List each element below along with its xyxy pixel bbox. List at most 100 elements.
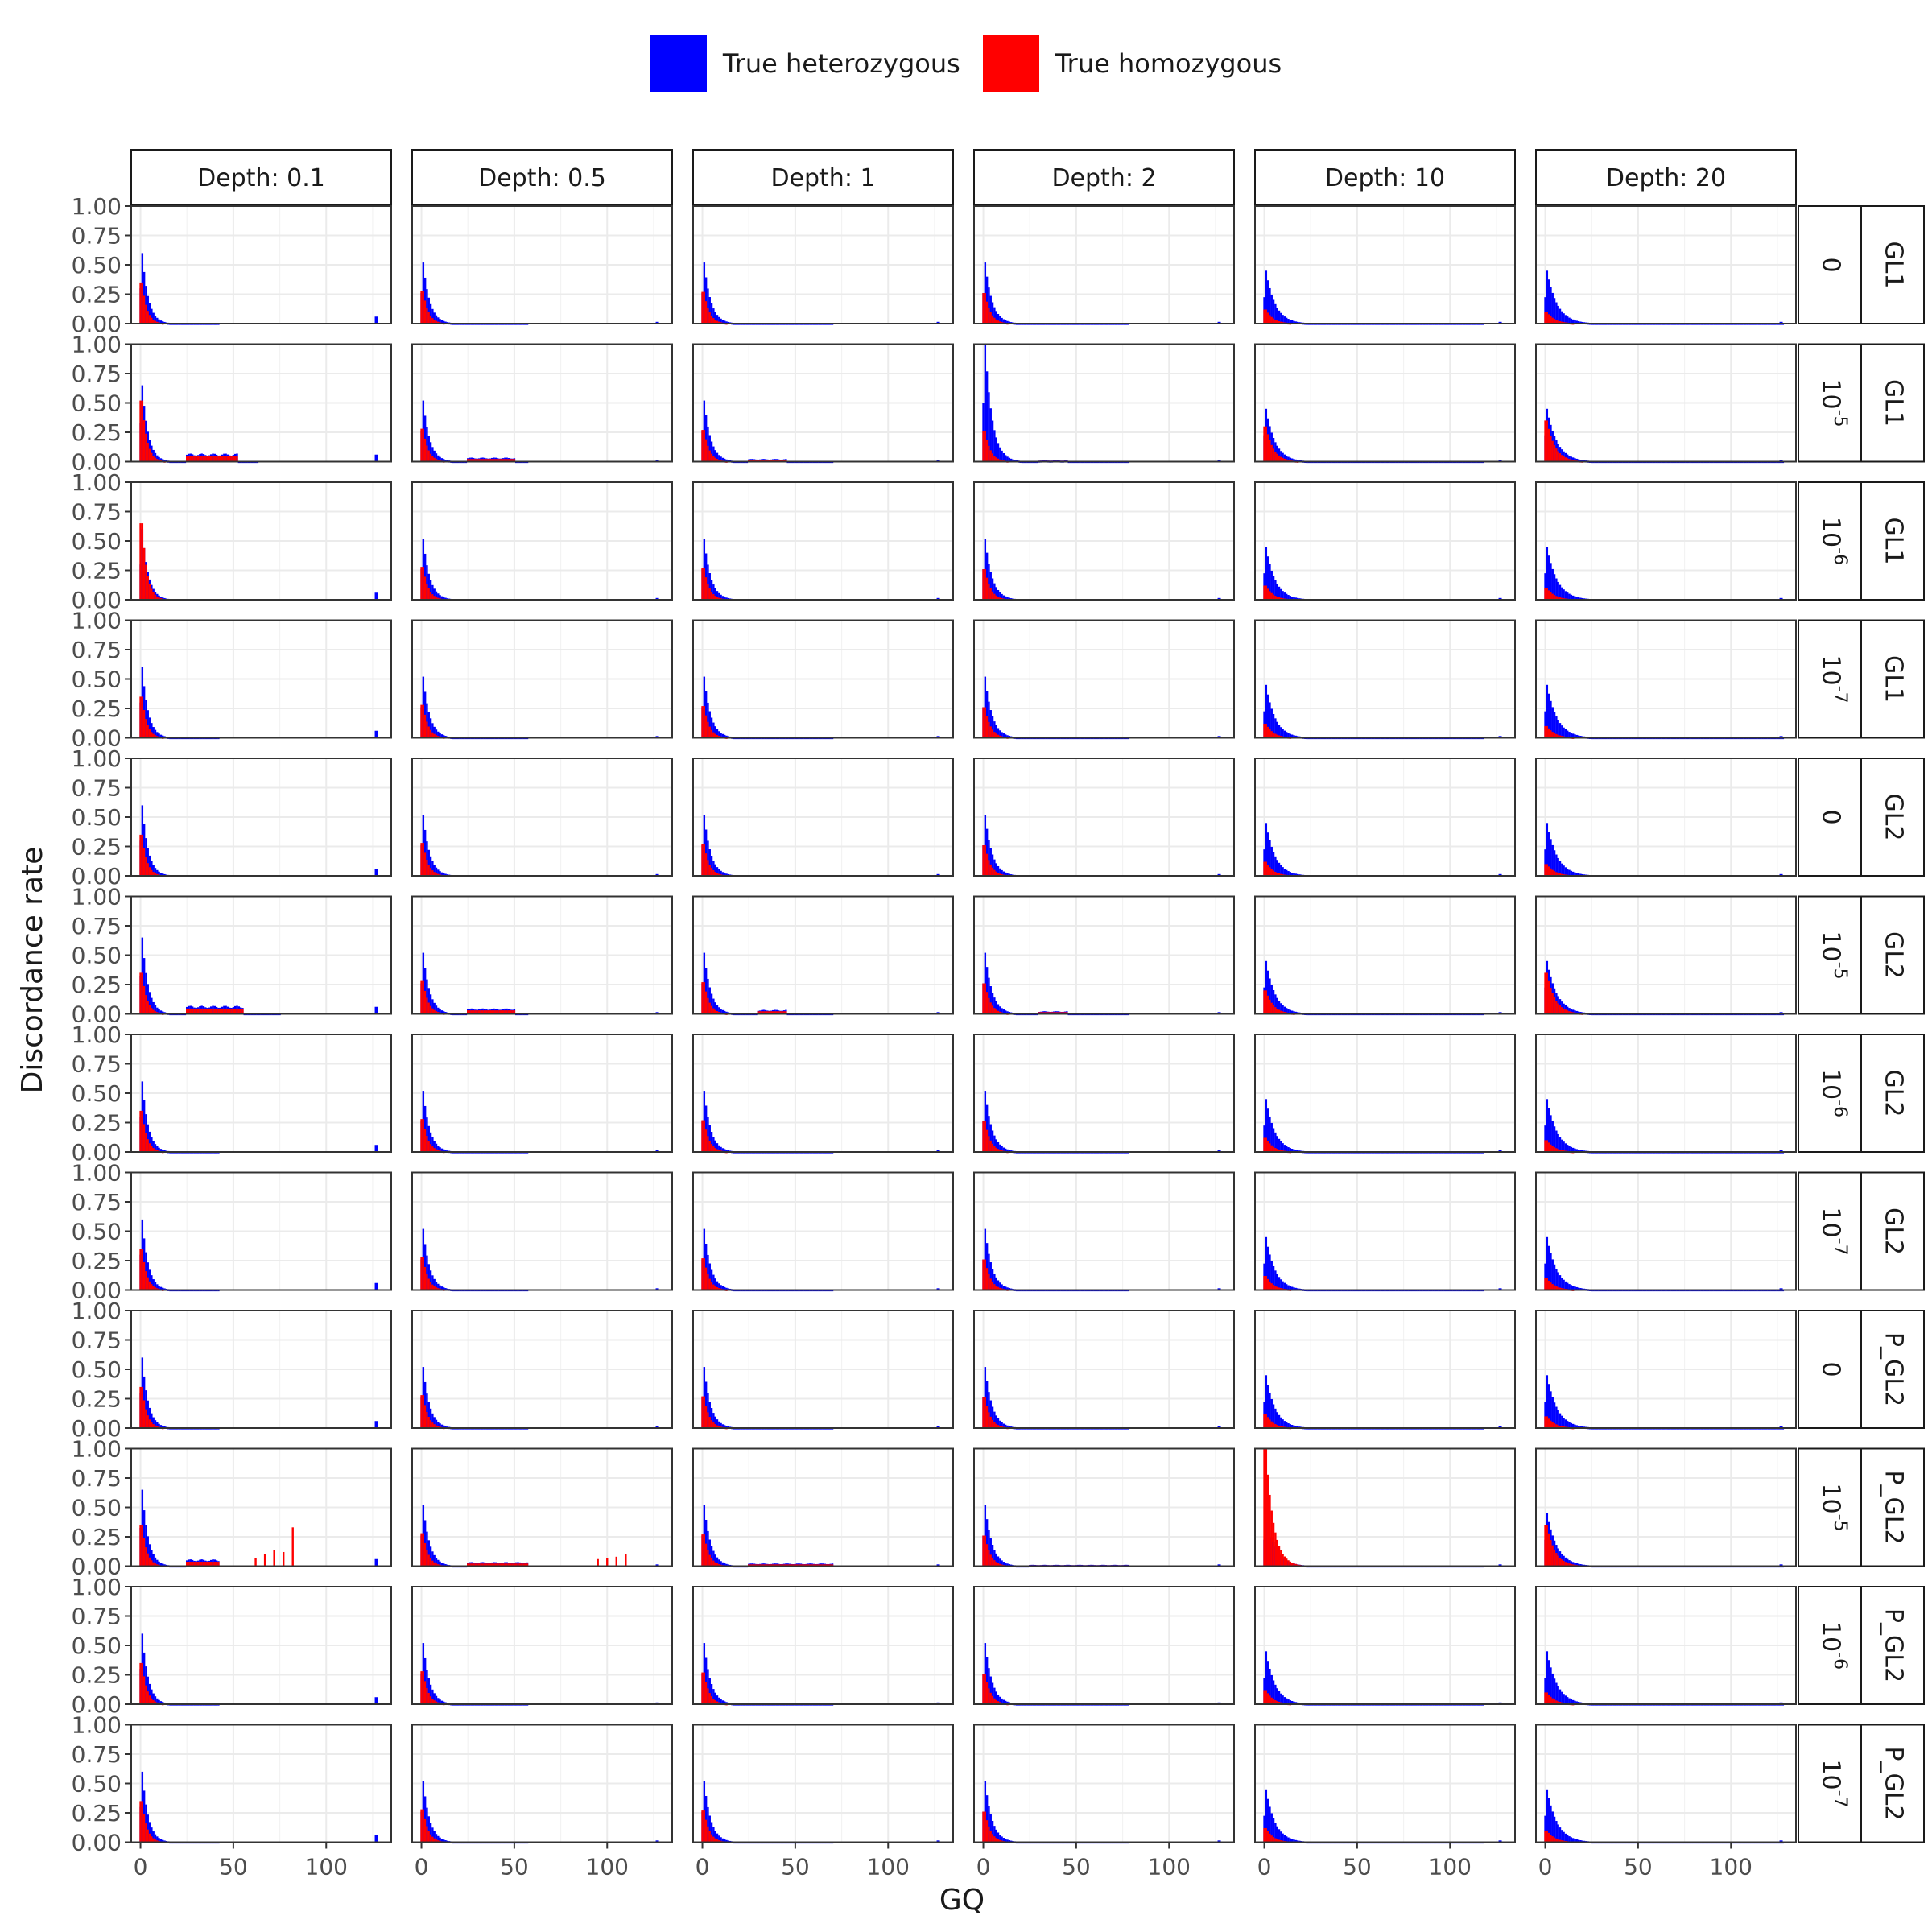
hom-bar — [195, 1008, 197, 1014]
panel-border — [692, 1034, 954, 1153]
het-bar — [158, 733, 160, 738]
het-bar — [1293, 873, 1295, 876]
hom-bar — [712, 456, 715, 462]
hom-bar — [1561, 1150, 1563, 1152]
het-bar — [993, 583, 996, 600]
row-strip-threshold-label: 0 — [1817, 809, 1845, 824]
hom-bar — [766, 1011, 769, 1014]
hom-bar — [437, 597, 440, 600]
hom-bar — [147, 1139, 149, 1152]
hom-bar — [485, 1010, 488, 1014]
het-bar — [1294, 459, 1297, 462]
hom-bar — [703, 430, 706, 462]
het-bar — [1276, 584, 1278, 600]
row-strip-model — [1860, 205, 1925, 324]
hom-bar — [435, 1149, 438, 1152]
het-bar — [1574, 1148, 1576, 1152]
hom-bar — [997, 873, 1000, 876]
hom-bar — [204, 456, 207, 462]
hom-bar — [139, 1110, 142, 1152]
hom-bar — [215, 1008, 218, 1014]
het-bar — [374, 316, 378, 324]
hom-bar — [427, 864, 430, 876]
hom-bar — [989, 450, 992, 462]
hom-bar — [510, 1010, 512, 1014]
het-bar — [151, 308, 153, 324]
hom-bar — [1561, 455, 1563, 462]
hom-bar — [513, 1010, 516, 1014]
het-bar — [427, 436, 430, 462]
hom-bar — [1546, 312, 1549, 324]
hom-bar — [714, 1009, 716, 1014]
panel-border — [1535, 758, 1797, 877]
legend-label-homozygous: True homozygous — [1055, 48, 1282, 79]
het-bar — [154, 1005, 157, 1014]
het-bar — [1266, 556, 1269, 600]
hom-bar — [1055, 1012, 1057, 1014]
hom-bar — [507, 459, 510, 462]
hom-bar — [999, 597, 1001, 600]
hom-bar — [429, 868, 432, 876]
het-bar — [431, 861, 434, 876]
row-strip-model-label: GL1 — [1880, 241, 1908, 288]
het-bar — [1001, 1008, 1003, 1014]
het-bar — [1269, 840, 1271, 876]
hom-bar — [422, 428, 425, 462]
hom-bar — [1280, 873, 1282, 876]
hom-bar — [1056, 1012, 1059, 1014]
hom-bar — [704, 853, 708, 876]
hom-bar — [710, 453, 713, 462]
het-bar — [989, 408, 992, 462]
hom-bar — [710, 1005, 713, 1014]
hom-bar — [1282, 1011, 1284, 1014]
het-bar — [1564, 315, 1567, 324]
hom-bar — [993, 1146, 996, 1152]
hom-bar — [1263, 426, 1265, 462]
het-bar — [1001, 732, 1003, 738]
het-bar — [1563, 865, 1565, 876]
het-bar — [712, 446, 715, 462]
het-bar — [1577, 735, 1580, 738]
hom-bar — [757, 1011, 759, 1014]
het-bar — [431, 999, 434, 1014]
hom-bar — [1270, 1002, 1273, 1014]
hom-bar — [1270, 731, 1273, 738]
het-bar — [1266, 694, 1269, 738]
hom-bar — [993, 869, 996, 876]
hom-bar — [1066, 1012, 1068, 1014]
hom-bar — [708, 1002, 711, 1014]
hom-bar — [707, 860, 709, 876]
hom-bar — [1550, 592, 1552, 600]
hom-bar — [982, 707, 985, 738]
het-bar — [437, 1007, 440, 1014]
row-strip-model — [1860, 481, 1925, 601]
het-bar — [443, 597, 445, 600]
het-bar — [1558, 584, 1562, 600]
het-bar — [1550, 839, 1552, 876]
hom-bar — [1564, 457, 1567, 462]
hom-bar — [1547, 1142, 1550, 1152]
hom-bar — [242, 1008, 244, 1014]
panel-border — [1535, 481, 1797, 601]
het-bar — [1290, 320, 1294, 324]
hom-bar — [984, 431, 987, 462]
column-strip — [130, 149, 392, 205]
het-bar — [1276, 997, 1278, 1014]
het-bar — [704, 967, 708, 1014]
hom-bar — [1557, 597, 1559, 600]
het-bar — [1561, 863, 1563, 876]
hom-bar — [995, 1147, 997, 1152]
het-bar — [1272, 989, 1275, 1014]
hom-bar — [775, 1011, 778, 1014]
hom-bar — [1272, 448, 1275, 462]
het-bar — [1270, 1122, 1273, 1152]
hom-bar — [1558, 1150, 1562, 1152]
het-bar — [1283, 730, 1286, 738]
hom-bar — [491, 459, 493, 462]
het-bar — [1561, 1139, 1563, 1152]
hom-bar — [985, 440, 989, 462]
het-bar — [997, 865, 1000, 876]
hom-bar — [714, 457, 716, 462]
het-bar — [1289, 1009, 1292, 1014]
het-bar — [1289, 1148, 1292, 1152]
